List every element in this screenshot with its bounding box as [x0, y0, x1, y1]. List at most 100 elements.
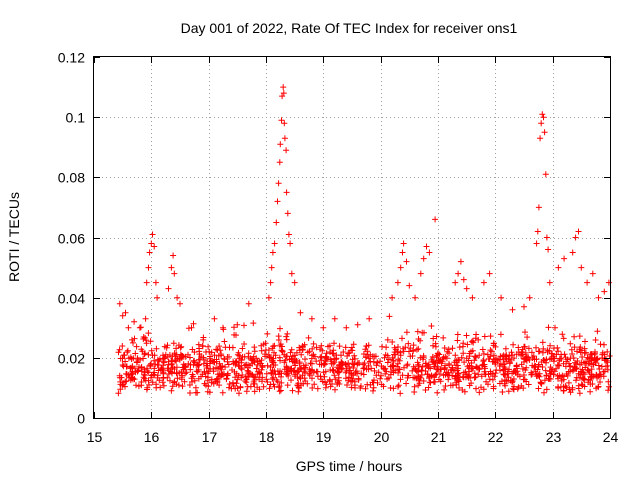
data-point: [238, 365, 244, 371]
data-point: [177, 344, 184, 351]
data-point: [313, 344, 320, 351]
data-point: [327, 349, 333, 355]
data-point: [538, 120, 545, 127]
data-point: [585, 376, 592, 383]
data-point: [286, 356, 293, 363]
data-point: [569, 384, 576, 391]
data-point: [592, 348, 598, 355]
data-point: [424, 371, 431, 378]
data-point: [163, 344, 170, 351]
data-point: [394, 360, 401, 367]
data-point: [404, 372, 411, 379]
data-point: [211, 352, 218, 359]
data-point: [533, 344, 539, 351]
y-tick-label: 0.08: [58, 170, 85, 186]
data-point: [154, 372, 161, 379]
data-point: [606, 383, 612, 390]
data-point: [551, 368, 558, 375]
data-point: [303, 362, 309, 369]
data-point: [121, 352, 128, 359]
data-point: [394, 279, 401, 286]
data-point: [192, 389, 199, 396]
data-point: [530, 353, 537, 360]
data-point: [509, 352, 516, 359]
data-point: [480, 357, 487, 363]
data-point: [309, 385, 316, 391]
data-point: [519, 350, 526, 356]
x-axis-title: GPS time / hours: [296, 458, 403, 474]
data-point: [178, 343, 185, 350]
data-point: [168, 264, 175, 271]
data-point: [124, 347, 131, 354]
data-point: [155, 367, 162, 374]
data-point: [432, 340, 439, 347]
data-point: [169, 358, 176, 365]
y-axis-title: ROTI / TECUs: [6, 192, 22, 282]
data-point: [186, 382, 193, 388]
data-point: [371, 367, 378, 374]
data-point: [366, 315, 373, 322]
data-point: [198, 353, 205, 360]
data-point: [128, 375, 135, 382]
data-point: [123, 378, 130, 385]
data-point: [582, 349, 589, 356]
data-point: [573, 361, 580, 367]
data-point: [455, 370, 462, 377]
data-point: [284, 382, 291, 389]
data-point: [555, 264, 562, 271]
data-point: [604, 348, 611, 355]
data-point: [576, 333, 583, 340]
data-point: [560, 387, 567, 394]
data-point: [266, 385, 273, 392]
data-point: [441, 366, 448, 373]
data-point: [578, 359, 585, 366]
data-point: [136, 324, 143, 331]
data-point: [360, 371, 367, 378]
data-point: [253, 365, 260, 372]
data-point: [588, 366, 595, 373]
data-point: [319, 378, 326, 385]
data-point: [457, 258, 464, 265]
data-point: [433, 366, 440, 372]
data-point: [256, 370, 263, 377]
data-point: [348, 347, 354, 354]
data-point: [193, 368, 200, 375]
data-point: [533, 356, 540, 363]
data-point: [490, 340, 497, 347]
data-point: [451, 375, 458, 382]
data-point: [579, 347, 585, 354]
y-tick-label: 0.02: [58, 351, 85, 367]
data-point: [496, 356, 503, 363]
data-point: [298, 366, 305, 373]
data-point: [250, 373, 257, 380]
data-point: [233, 332, 239, 339]
data-point: [269, 249, 276, 256]
data-point: [251, 359, 258, 366]
data-point: [384, 359, 391, 366]
data-point: [293, 357, 300, 364]
data-point: [262, 353, 269, 360]
data-point: [177, 351, 184, 358]
data-point: [129, 336, 135, 343]
data-point: [350, 341, 357, 348]
data-point: [600, 368, 607, 375]
data-point: [278, 373, 284, 380]
data-point: [468, 338, 475, 345]
data-point: [176, 369, 183, 376]
data-point: [533, 240, 540, 247]
data-point: [513, 362, 520, 369]
data-point: [272, 352, 279, 359]
data-point: [329, 367, 336, 374]
data-point: [281, 135, 288, 142]
data-point: [536, 373, 543, 380]
data-point: [287, 240, 294, 247]
data-point: [260, 383, 267, 390]
data-point: [277, 141, 284, 148]
data-point: [417, 337, 424, 344]
data-point: [571, 364, 578, 371]
data-point: [420, 255, 427, 262]
data-point: [157, 384, 164, 391]
data-point: [145, 330, 152, 337]
data-point: [297, 309, 304, 316]
